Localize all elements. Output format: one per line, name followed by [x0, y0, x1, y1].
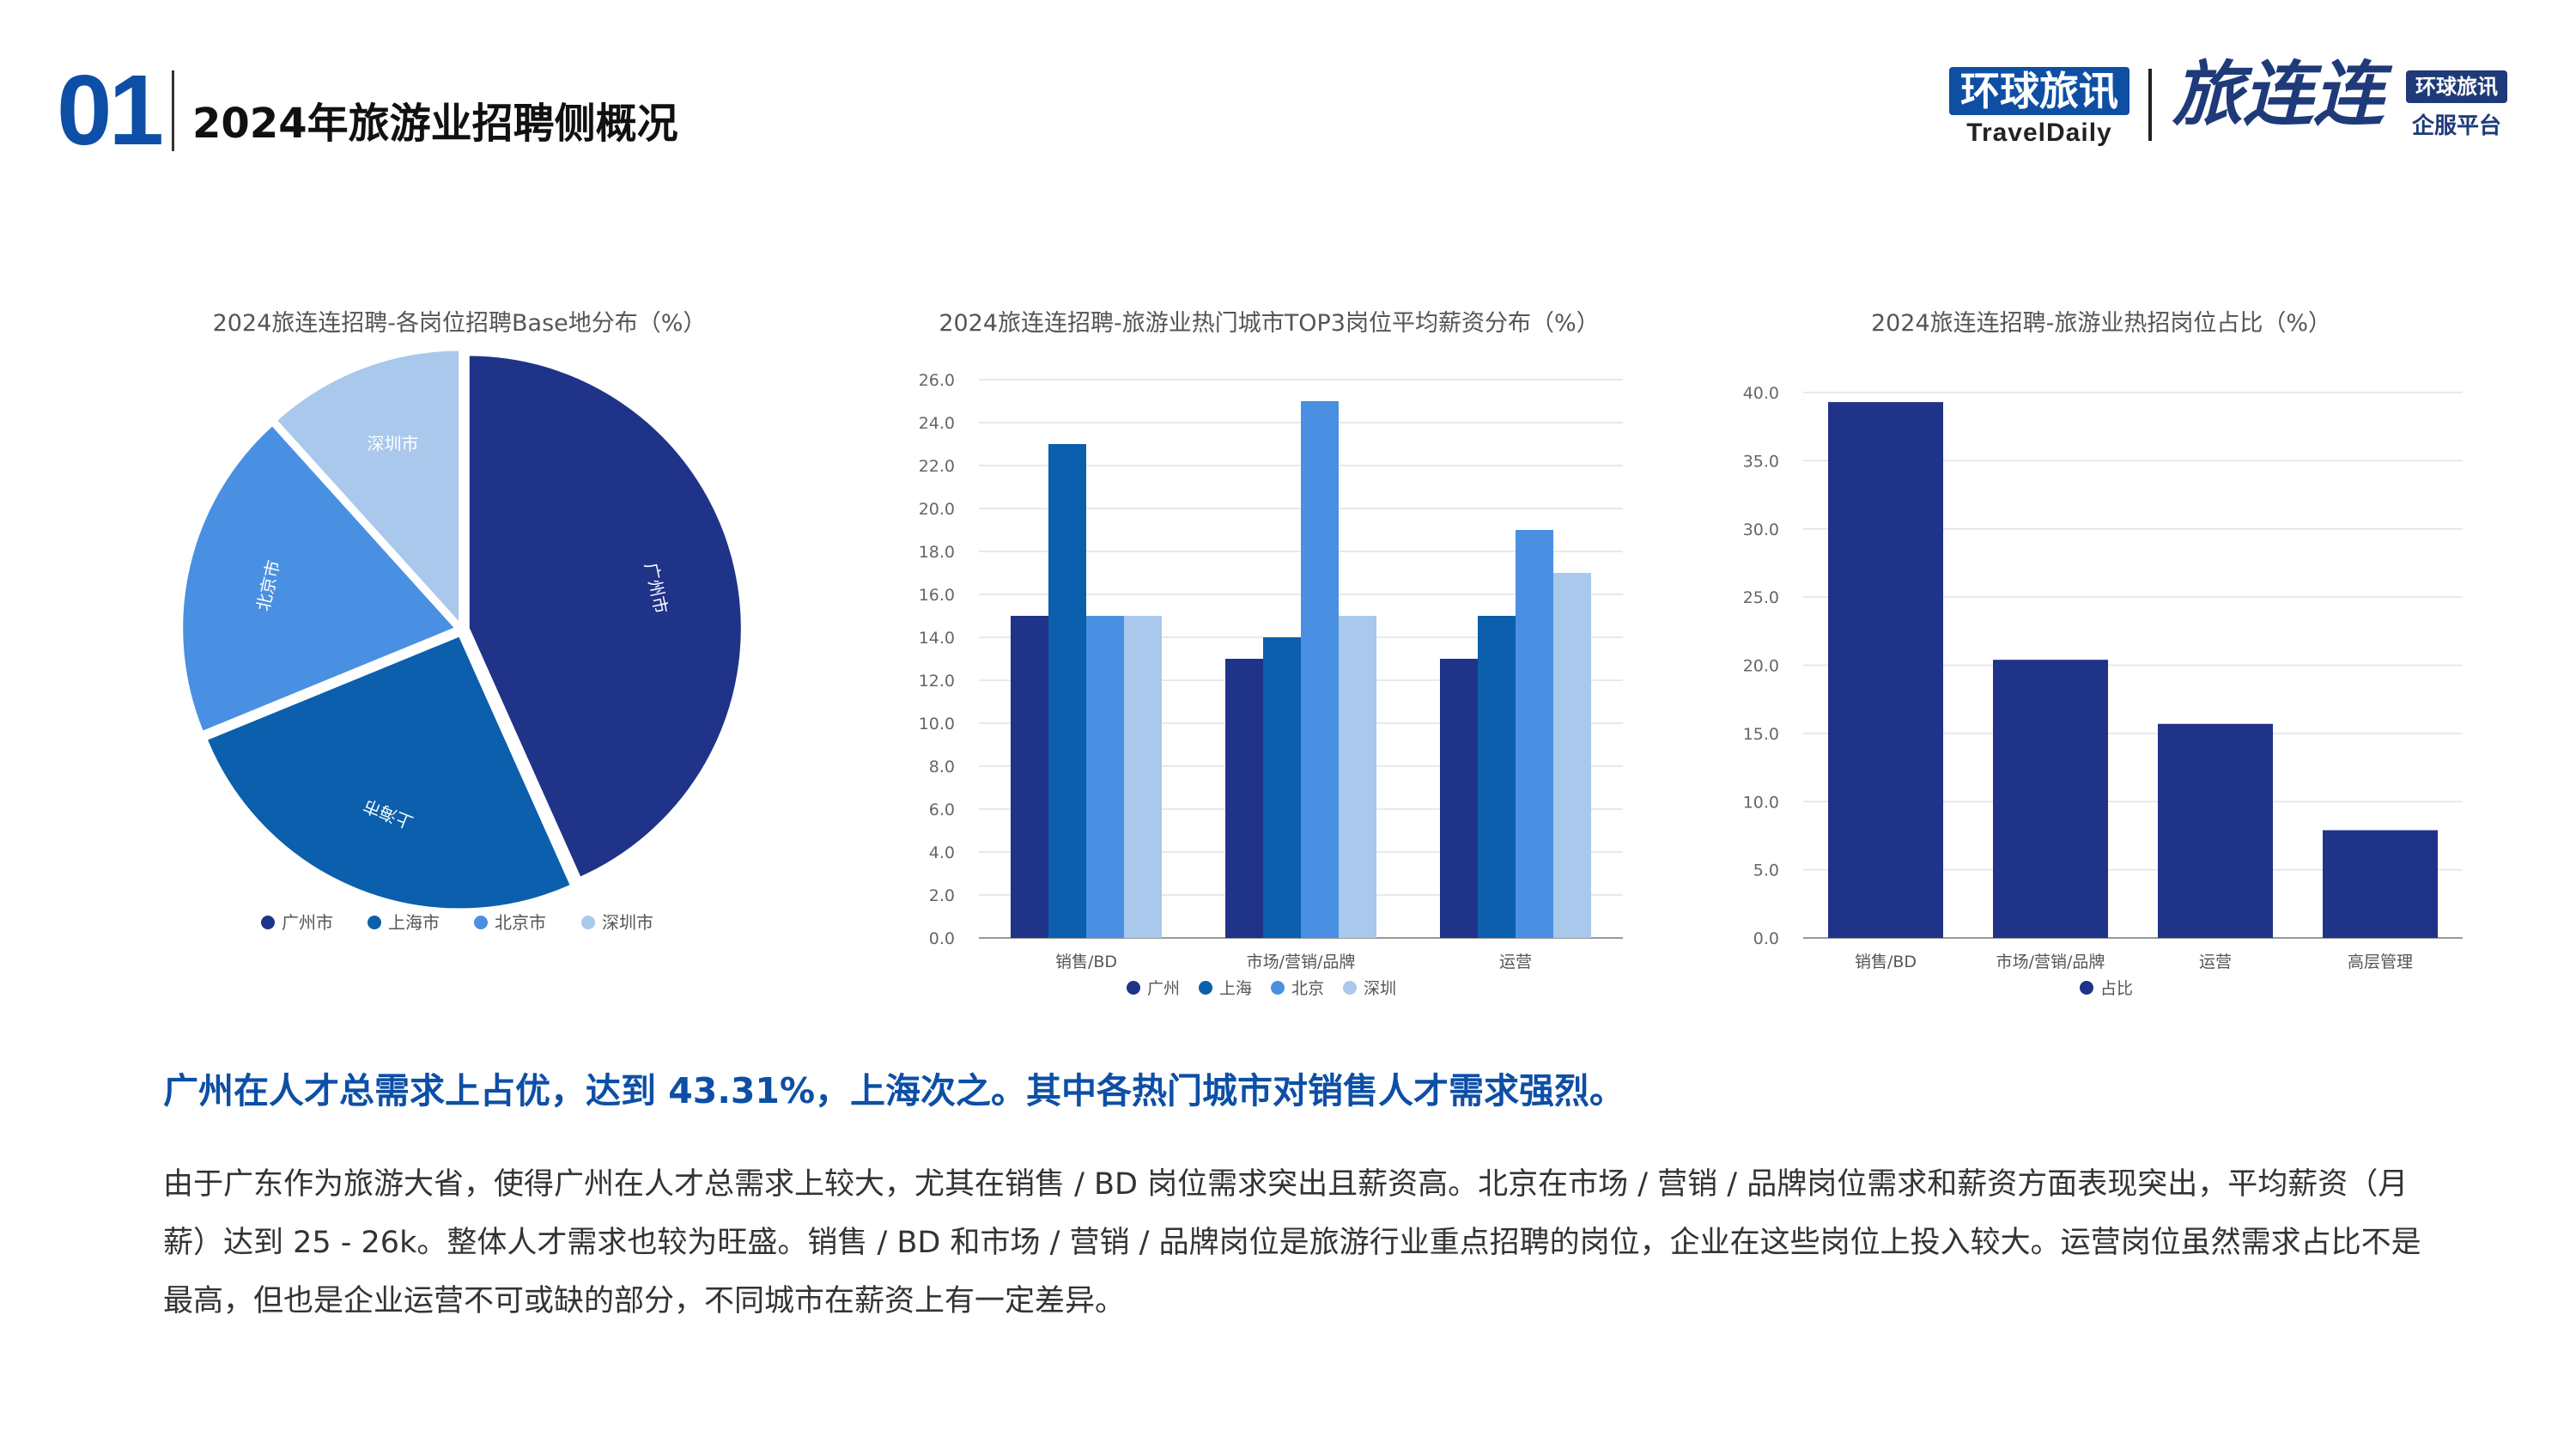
bar-2-2 [1263, 637, 1301, 938]
legend-marker-3 [1271, 981, 1285, 995]
y-tick-label: 10.0 [1743, 793, 1779, 812]
y-tick-label: 18.0 [919, 543, 955, 562]
pie-legend-marker-1 [261, 916, 275, 929]
x-tick-label: 市场/营销/品牌 [1996, 953, 2105, 971]
bar-1-3 [1086, 616, 1124, 938]
pie-legend-label-1: 广州市 [282, 912, 333, 933]
bar-2-3 [1301, 401, 1339, 938]
bar-3-3 [1516, 530, 1553, 938]
pie-legend-marker-4 [581, 916, 595, 929]
brand-name: 旅连连 [2172, 54, 2384, 136]
bar-chart-title: 2024旅连连招聘-旅游业热门城市TOP3岗位平均薪资分布（%） [939, 310, 1599, 337]
logo-divider [2148, 69, 2152, 141]
pie-slice-1 [467, 354, 743, 879]
x-tick-label: 销售/BD [1055, 953, 1117, 971]
header-divider [172, 70, 174, 151]
brand-tag-subtitle: 企服平台 [2411, 113, 2501, 139]
legend-label-2: 上海 [1219, 979, 1252, 998]
y-tick-label: 25.0 [1743, 588, 1779, 607]
y-tick-label: 40.0 [1743, 384, 1779, 403]
y-tick-label: 10.0 [919, 715, 955, 734]
bar-chart-salary: 2024旅连连招聘-旅游业热门城市TOP3岗位平均薪资分布（%） 0.0 2.0 4.… [919, 310, 1623, 998]
pie-slice-label-4: 深圳市 [367, 434, 418, 454]
y-tick-label: 15.0 [1743, 725, 1779, 744]
y-tick-label: 24.0 [919, 414, 955, 433]
bar-2-1 [1993, 660, 2108, 938]
bar-3-1 [1440, 659, 1478, 938]
traveldaily-logo-en: TravelDaily [1966, 119, 2112, 147]
y-tick-label: 2.0 [929, 886, 955, 905]
y-tick-label: 30.0 [1743, 521, 1779, 539]
y-tick-label: 0.0 [929, 929, 955, 948]
body-paragraph: 由于广东作为旅游大省，使得广州在人才总需求上较大，尤其在销售 / BD 岗位需求… [163, 1167, 2421, 1318]
bar-1-2 [1048, 444, 1086, 938]
legend-label-1: 广州 [1147, 979, 1180, 998]
y-tick-label: 14.0 [919, 629, 955, 648]
x-tick-label: 高层管理 [2348, 953, 2413, 971]
pie-slice-2 [205, 635, 573, 910]
page-title: 2024年旅游业招聘侧概况 [192, 100, 678, 148]
brand-tag: 环球旅讯 [2406, 70, 2507, 103]
legend-label-3: 北京 [1291, 979, 1324, 998]
y-tick-label: 26.0 [919, 371, 955, 390]
pie-legend-label-4: 深圳市 [602, 912, 653, 933]
y-tick-label: 8.0 [929, 758, 955, 776]
y-tick-label: 35.0 [1743, 452, 1779, 471]
pie-slice-3 [181, 423, 457, 734]
pie-chart-base-city: 2024旅连连招聘-各岗位招聘Base地分布（%）广州市上海市北京市深圳市广州市… [181, 310, 743, 933]
bar-chart-title: 2024旅连连招聘-旅游业热招岗位占比（%） [1871, 310, 2331, 337]
bar-3-2 [1478, 616, 1516, 938]
pie-legend-label-2: 上海市 [388, 912, 440, 933]
y-tick-label: 20.0 [1743, 657, 1779, 676]
bar-1-1 [1011, 616, 1048, 938]
bar-2-4 [1339, 616, 1376, 938]
y-tick-label: 22.0 [919, 457, 955, 476]
pie-legend-marker-3 [474, 916, 488, 929]
traveldaily-logo: 环球旅讯 [1949, 67, 2129, 115]
bar-chart-position-share: 2024旅连连招聘-旅游业热招岗位占比（%） 0.0 5.0 10.0 15.0 20.0… [1743, 310, 2463, 998]
y-tick-label: 0.0 [1753, 929, 1779, 948]
section-number: 01 [57, 54, 164, 166]
x-tick-label: 运营 [2199, 953, 2232, 971]
x-tick-label: 运营 [1499, 953, 1532, 971]
headline: 广州在人才总需求上占优，达到 43.31%，上海次之。其中各热门城市对销售人才需… [163, 1070, 1625, 1111]
y-tick-label: 5.0 [1753, 861, 1779, 880]
bar-3-4 [1553, 573, 1591, 938]
bar-3-1 [2158, 723, 2273, 938]
legend-marker-4 [1343, 981, 1357, 995]
legend-marker-1 [2080, 981, 2093, 995]
pie-chart-title: 2024旅连连招聘-各岗位招聘Base地分布（%） [213, 310, 707, 337]
legend-marker-1 [1127, 981, 1140, 995]
pie-legend-marker-2 [368, 916, 381, 929]
legend-marker-2 [1199, 981, 1212, 995]
bar-1-1 [1828, 402, 1943, 938]
x-tick-label: 市场/营销/品牌 [1247, 953, 1356, 971]
legend-label-1: 占比 [2100, 979, 2133, 998]
bar-4-1 [2323, 830, 2438, 938]
x-tick-label: 销售/BD [1855, 953, 1917, 971]
pie-legend-label-3: 北京市 [495, 912, 546, 933]
bar-2-1 [1225, 659, 1263, 938]
bar-1-4 [1124, 616, 1162, 938]
y-tick-label: 20.0 [919, 500, 955, 519]
y-tick-label: 6.0 [929, 801, 955, 819]
pie-slice-4 [275, 349, 461, 626]
y-tick-label: 12.0 [919, 672, 955, 691]
y-tick-label: 4.0 [929, 843, 955, 862]
legend-label-4: 深圳 [1364, 979, 1396, 998]
y-tick-label: 16.0 [919, 586, 955, 605]
